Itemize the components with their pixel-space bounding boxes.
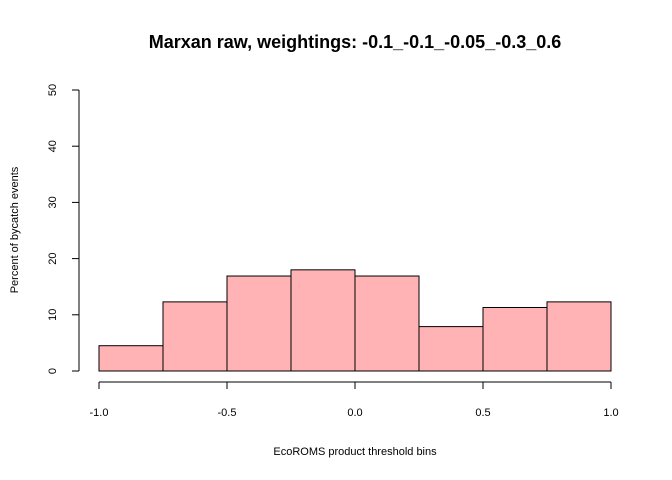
histogram-bar-2 <box>162 301 228 372</box>
x-tick-label: 0.5 <box>475 407 490 419</box>
histogram-bar-4 <box>290 269 356 372</box>
y-tick-label: 40 <box>47 140 59 152</box>
histogram-bar-1 <box>98 345 164 372</box>
histogram-bar-5 <box>354 275 420 372</box>
chart-title: Marxan raw, weightings: -0.1_-0.1_-0.05_… <box>149 32 562 52</box>
x-axis: -1.0 -0.5 0.0 0.5 1.0 <box>90 381 619 419</box>
y-tick-label: 30 <box>47 196 59 208</box>
bars-group <box>98 269 612 372</box>
y-axis-title: Percent of bycatch events <box>9 166 21 293</box>
y-tick-label: 50 <box>47 84 59 96</box>
x-tick-label: 0.0 <box>347 407 362 419</box>
histogram-bar-7 <box>482 306 548 372</box>
y-axis: 0 10 20 30 40 50 <box>47 84 80 374</box>
histogram-bar-8 <box>546 301 612 372</box>
histogram-bar-3 <box>226 275 292 372</box>
x-tick-label: 1.0 <box>603 407 618 419</box>
y-tick-label: 0 <box>47 368 59 374</box>
x-axis-title: EcoROMS product threshold bins <box>273 446 437 458</box>
x-tick-label: -0.5 <box>218 407 237 419</box>
x-tick-label: -1.0 <box>90 407 109 419</box>
y-tick-label: 10 <box>47 309 59 321</box>
y-tick-label: 20 <box>47 252 59 264</box>
histogram-bar-6 <box>418 326 484 372</box>
